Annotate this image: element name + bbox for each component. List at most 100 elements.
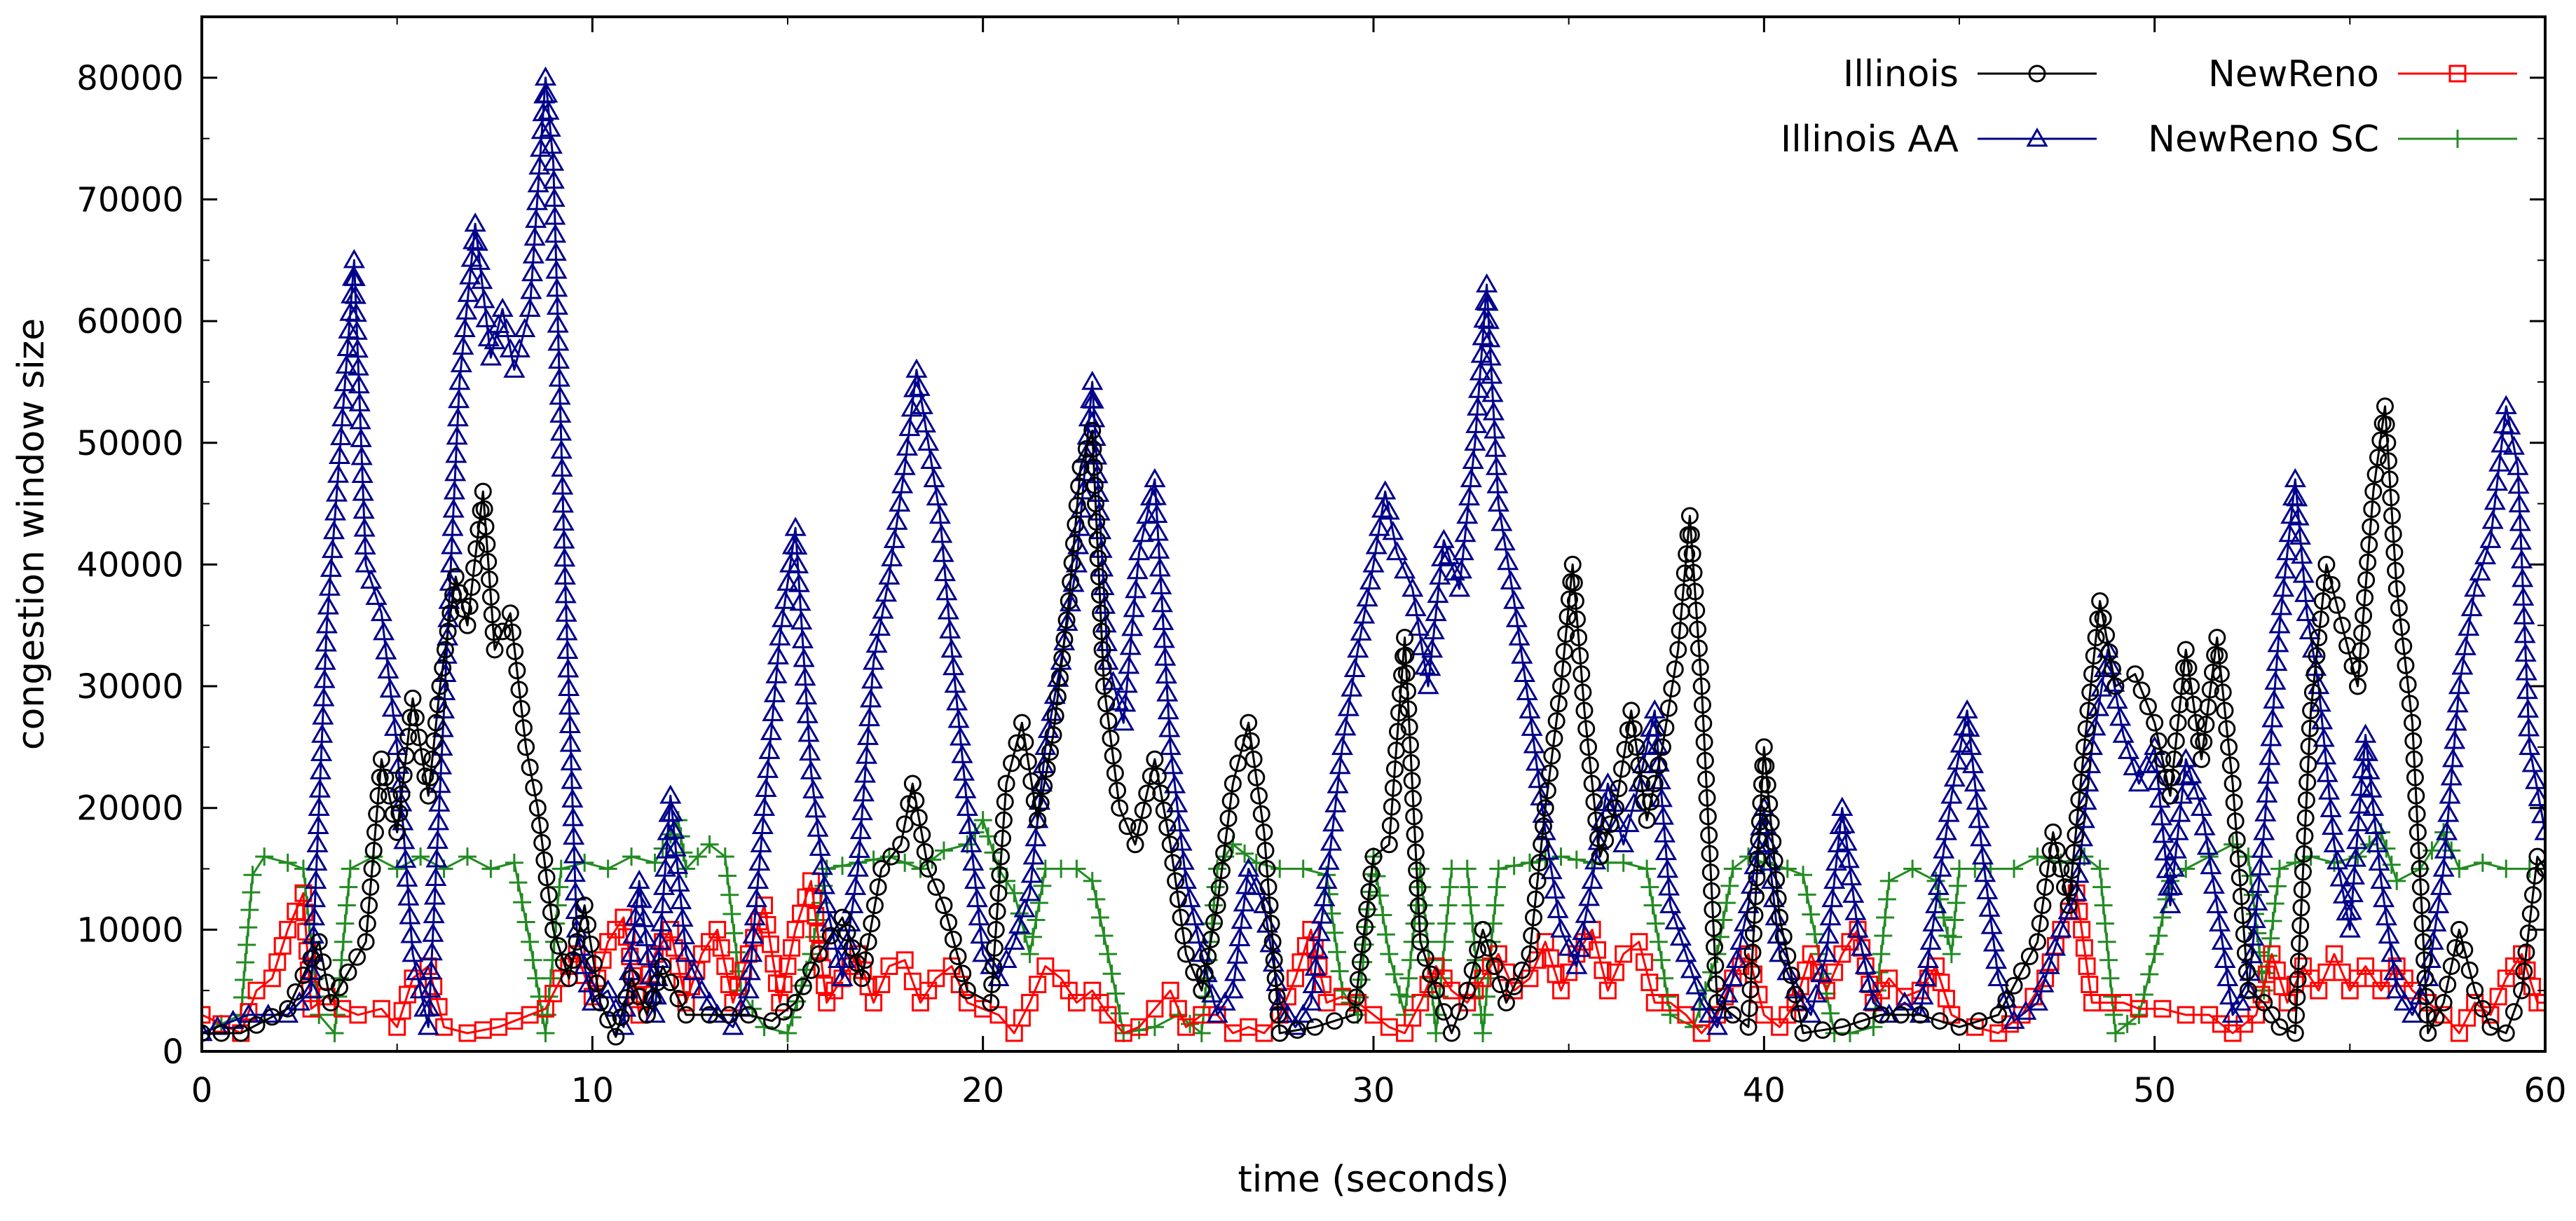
- data-point: [2106, 677, 2125, 695]
- data-point: [1416, 949, 1434, 967]
- data-point: [563, 862, 586, 882]
- data-point: [348, 392, 371, 411]
- data-point: [1035, 777, 1053, 795]
- data-point: [475, 308, 498, 327]
- data-point: [1404, 596, 1427, 617]
- data-point: [1700, 826, 1718, 845]
- data-point: [1484, 437, 1507, 457]
- data-point: [1943, 768, 1966, 787]
- data-point: [1958, 717, 1980, 737]
- data-point: [1757, 757, 1775, 775]
- data-point: [648, 974, 666, 992]
- data-point: [2013, 1006, 2031, 1024]
- data-point: [661, 802, 683, 821]
- data-point: [858, 707, 881, 727]
- data-point: [1059, 592, 1082, 612]
- data-point: [1334, 716, 1357, 736]
- data-point: [559, 732, 582, 752]
- x-tick-label: 20: [961, 1071, 1004, 1110]
- data-point: [786, 536, 808, 555]
- data-point: [1491, 975, 1509, 993]
- data-point: [622, 847, 641, 866]
- data-point: [2416, 951, 2434, 969]
- data-point: [1404, 789, 1422, 807]
- data-point: [1084, 439, 1102, 458]
- data-point: [796, 704, 818, 723]
- data-point: [628, 869, 650, 889]
- data-point: [551, 859, 570, 878]
- data-point: [2048, 841, 2066, 859]
- data-point: [2268, 877, 2287, 896]
- data-point: [744, 906, 766, 926]
- data-point: [1456, 504, 1479, 524]
- data-point: [314, 953, 332, 971]
- data-point: [1805, 925, 1824, 943]
- data-point: [388, 859, 406, 878]
- data-point: [1568, 938, 1591, 957]
- data-point: [2235, 1015, 2254, 1033]
- data-point: [554, 584, 577, 603]
- data-point: [2197, 716, 2215, 734]
- data-point: [419, 978, 441, 998]
- data-point: [856, 725, 879, 745]
- data-point: [843, 939, 861, 957]
- data-point: [310, 742, 333, 761]
- data-point: [1572, 920, 1594, 941]
- data-point: [427, 811, 450, 831]
- data-point: [1408, 861, 1426, 880]
- data-point: [1467, 378, 1491, 398]
- data-point: [944, 674, 966, 693]
- data-point: [1177, 945, 1195, 963]
- data-point: [1221, 979, 1244, 999]
- data-point: [698, 991, 721, 1011]
- data-point: [1467, 396, 1489, 416]
- data-point: [2343, 865, 2365, 885]
- data-point: [1596, 831, 1615, 850]
- data-point: [1570, 629, 1588, 647]
- data-point: [2208, 912, 2231, 932]
- data-point: [896, 951, 914, 969]
- data-point: [1025, 827, 1047, 847]
- data-point: [1330, 962, 1349, 981]
- data-point: [855, 744, 878, 764]
- data-point: [802, 961, 820, 979]
- data-point: [652, 894, 674, 913]
- data-point: [1195, 964, 1214, 983]
- data-point: [1547, 899, 1569, 918]
- data-point: [423, 885, 446, 905]
- data-point: [1385, 965, 1404, 984]
- data-point: [2225, 793, 2243, 812]
- data-point: [2302, 702, 2320, 720]
- data-point: [2397, 656, 2415, 674]
- data-point: [1976, 880, 1999, 900]
- data-point: [1212, 861, 1231, 880]
- data-point: [411, 847, 430, 866]
- data-point: [1134, 801, 1152, 819]
- series-illinois-aa: [202, 66, 2545, 1042]
- data-point: [2169, 714, 2187, 732]
- data-point: [2031, 915, 2049, 933]
- data-point: [2242, 926, 2265, 946]
- data-point: [2308, 647, 2326, 665]
- data-point: [399, 905, 421, 925]
- data-point: [2145, 753, 2167, 773]
- data-point: [1643, 896, 1662, 915]
- data-point: [1263, 933, 1282, 951]
- data-point: [351, 463, 374, 483]
- data-point: [212, 1024, 231, 1042]
- data-point: [2528, 786, 2545, 807]
- data-point: [2360, 778, 2383, 798]
- data-point: [350, 428, 372, 447]
- data-point: [2481, 1018, 2500, 1036]
- data-point: [503, 623, 521, 641]
- data-point: [1388, 723, 1406, 741]
- data-point: [751, 814, 774, 835]
- data-point: [1521, 716, 1543, 736]
- data-point: [1591, 847, 1609, 866]
- data-point: [1919, 930, 1942, 950]
- data-point: [842, 894, 864, 913]
- data-point: [2358, 760, 2380, 779]
- data-point: [1594, 961, 1612, 979]
- data-point: [715, 847, 734, 866]
- data-point: [1397, 646, 1415, 664]
